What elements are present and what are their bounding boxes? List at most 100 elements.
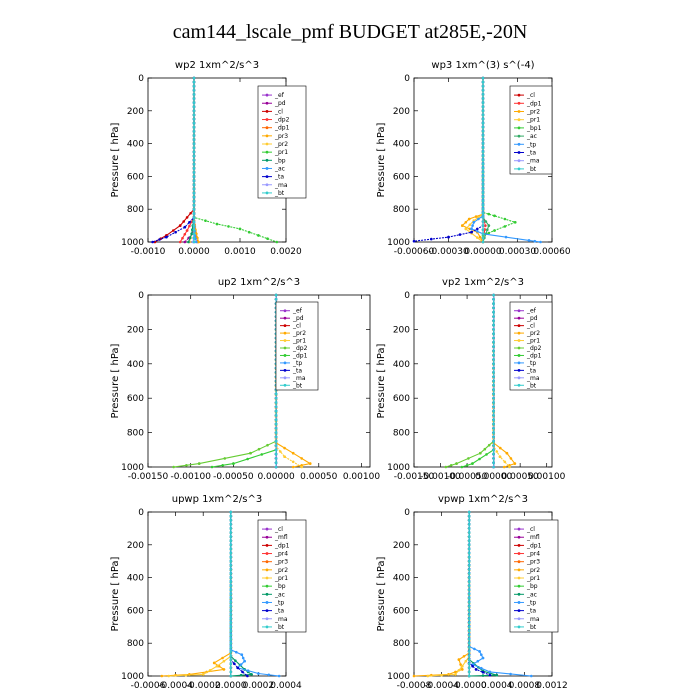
series-point-pr2	[291, 451, 295, 455]
series-point-bt	[192, 101, 196, 104]
series-point-bt	[492, 444, 495, 447]
x-tick-label: 0.00100	[343, 472, 380, 482]
series-point-bt	[492, 315, 495, 318]
legend-label: _cl	[526, 92, 535, 99]
x-tick-label: 0.0004	[270, 681, 302, 691]
series-point-bt	[492, 384, 495, 387]
figure-title: cam144_lscale_pmf BUDGET at285E,-20N	[173, 21, 528, 43]
series-point-dp2	[249, 451, 252, 455]
legend-label: _tp	[526, 141, 536, 148]
series-point-bt	[192, 117, 196, 121]
y-tick-label: 600	[393, 172, 410, 182]
series-point-dp2	[455, 462, 458, 465]
series-point-pr2	[459, 663, 462, 666]
legend-label: _bt	[526, 382, 537, 389]
legend-label: _pr2	[526, 567, 540, 574]
series-point-bt	[481, 93, 485, 96]
series-point-bt	[492, 298, 495, 301]
series-point-bp1	[493, 214, 496, 218]
series-point-bt	[467, 670, 471, 674]
series-point-ta	[174, 230, 177, 234]
y-axis-label: Pressure [ hPa]	[376, 122, 387, 197]
legend-box	[509, 85, 553, 175]
series-point-ac	[484, 220, 488, 223]
series-line-dp1	[211, 295, 277, 468]
series-point-bt	[492, 310, 495, 314]
legend-marker	[517, 118, 521, 122]
series-point-bt	[492, 319, 495, 323]
series-point-bt	[481, 216, 485, 219]
series-point-bt	[274, 457, 278, 460]
series-point-bt	[467, 543, 471, 547]
legend-marker	[265, 134, 269, 138]
series-point-bt	[467, 617, 471, 620]
series-point-ac	[486, 228, 489, 231]
series-point-pr1	[275, 240, 279, 244]
legend-marker	[517, 339, 521, 342]
series-point-ac	[495, 673, 499, 677]
series-point-bt	[274, 298, 278, 301]
series-point-bt	[467, 666, 471, 670]
legend-label: _pr1	[526, 117, 540, 124]
x-tick-label: -0.00150	[394, 472, 435, 482]
legend-label: _pr1	[274, 149, 288, 156]
series-point-bt	[492, 345, 495, 348]
y-tick-label: 800	[127, 639, 144, 649]
series-point-pr1	[208, 669, 212, 672]
series-point-bt	[467, 551, 471, 555]
series-point-bt	[481, 171, 485, 174]
series-point-bt	[481, 212, 485, 215]
series-point-bt	[192, 179, 196, 182]
series-point-bt	[492, 366, 495, 370]
series-point-bt	[467, 641, 471, 645]
series-point-bt	[492, 465, 495, 469]
series-point-bt	[481, 76, 485, 80]
series-point-bt	[481, 101, 485, 104]
series-point-bt	[192, 232, 196, 236]
y-tick-label: 0	[138, 291, 144, 301]
y-tick-label: 1000	[387, 672, 410, 682]
series-point-bt	[492, 431, 495, 434]
y-axis-label: Pressure [ hPa]	[110, 122, 121, 197]
legend-marker	[517, 316, 521, 320]
series-point-bt	[192, 187, 196, 190]
series-point-bt	[467, 535, 471, 538]
series-point-bt	[481, 162, 485, 166]
series-point-bt	[481, 113, 485, 117]
legend-label: _ac	[526, 133, 537, 140]
series-point-bt	[274, 414, 278, 417]
series-point-bt	[467, 576, 471, 579]
series-point-dp1	[210, 465, 214, 469]
series-point-pr2	[291, 465, 295, 469]
legend-label: _cl	[526, 526, 535, 533]
series-point-pr1	[440, 673, 443, 677]
x-tick-label: -0.00060	[394, 247, 435, 257]
series-point-bt	[481, 240, 485, 244]
legend-label: _ta	[292, 367, 302, 374]
series-point-ta	[476, 227, 479, 231]
series-point-bt	[274, 422, 278, 426]
series-point-bt	[229, 568, 233, 571]
series-point-pr2	[474, 215, 478, 218]
legend-marker	[283, 331, 287, 335]
series-point-tp	[478, 650, 481, 653]
series-point-bt	[481, 228, 485, 231]
x-tick-label: 0.0008	[509, 681, 541, 691]
series-point-bt	[467, 580, 471, 583]
series-point-bt	[192, 199, 196, 203]
series-point-pr1	[167, 674, 170, 678]
y-tick-label: 800	[393, 429, 410, 439]
series-point-bt	[229, 584, 233, 588]
series-point-bt	[229, 559, 233, 563]
series-point-ta	[488, 673, 492, 677]
legend-label: _bp	[274, 157, 286, 164]
series-point-pr1	[279, 450, 282, 453]
y-tick-label: 1000	[387, 463, 410, 473]
series-point-bt	[192, 158, 196, 162]
series-point-bt	[481, 199, 485, 203]
series-point-bt	[481, 207, 485, 211]
legend-label: _pr3	[274, 133, 288, 140]
series-point-bt	[467, 637, 471, 641]
